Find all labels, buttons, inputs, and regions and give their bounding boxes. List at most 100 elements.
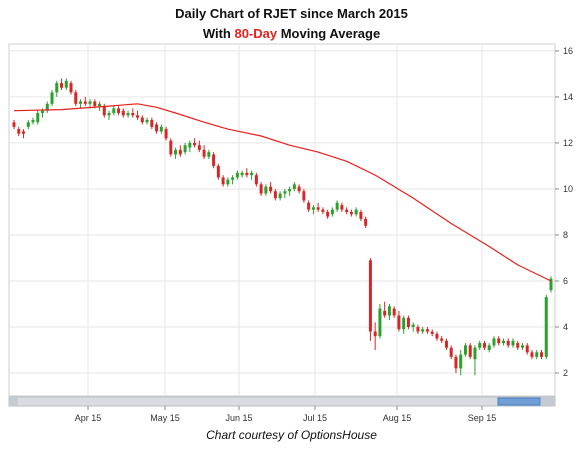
candlestick [216, 163, 220, 180]
scrollbar-right-arrow[interactable] [541, 397, 555, 406]
candle-body [159, 126, 163, 132]
candlestick [297, 184, 301, 194]
candle-body [98, 103, 102, 107]
candlestick [406, 315, 410, 330]
candle-body [516, 343, 520, 348]
candle-body [297, 186, 301, 192]
candle-body [326, 211, 330, 217]
candle-body [88, 101, 92, 104]
candle-body [354, 209, 358, 215]
candle-body [79, 101, 83, 104]
candle-body [349, 211, 353, 215]
candle-body [473, 347, 477, 360]
candle-body [145, 119, 149, 123]
candle-body [335, 202, 339, 210]
candlestick [264, 184, 268, 196]
scrollbar-track[interactable] [8, 396, 556, 407]
chart-title-line-2: With 80-Day Moving Average [0, 24, 583, 44]
scrollbar-left-arrow[interactable] [9, 397, 18, 406]
candle-body [69, 83, 73, 93]
candle-body [64, 80, 68, 88]
candlestick [17, 126, 21, 137]
candle-body [525, 345, 529, 353]
candle-body [397, 315, 401, 330]
candlestick [487, 343, 491, 353]
y-tick-label: 2 [563, 368, 568, 378]
candle-body [169, 140, 173, 155]
candle-body [202, 149, 206, 157]
candlestick [269, 182, 273, 194]
candle-body [435, 333, 439, 339]
candlestick [520, 343, 524, 350]
candle-body [60, 83, 64, 88]
candle-body [17, 129, 21, 134]
candle-body [454, 356, 458, 369]
candle-body [549, 278, 553, 291]
candlestick [288, 186, 292, 196]
candle-body [288, 188, 292, 192]
candlestick [506, 338, 510, 348]
scrollbar-thumb[interactable] [497, 397, 541, 406]
candlestick [478, 340, 482, 350]
y-tick-label: 14 [563, 92, 573, 102]
candle-body [216, 165, 220, 178]
candle-body [231, 177, 235, 180]
candle-body [345, 209, 349, 212]
candle-body [463, 345, 467, 355]
candle-body [140, 117, 144, 123]
x-tick-label: Sep 15 [468, 413, 497, 423]
candle-body [378, 308, 382, 337]
candle-body [364, 218, 368, 226]
candlestick [31, 117, 35, 125]
candle-body [240, 172, 244, 176]
candlestick [392, 306, 396, 318]
candlestick [207, 149, 211, 160]
candlestick [69, 80, 73, 95]
candle-body [368, 260, 372, 332]
candle-body [283, 191, 287, 194]
candle-body [26, 122, 30, 127]
candlestick [155, 122, 159, 134]
y-tick-label: 16 [563, 46, 573, 56]
candlestick [55, 80, 59, 97]
candlestick [283, 188, 287, 199]
candlestick [359, 209, 363, 222]
candle-body [93, 101, 97, 107]
candlestick [463, 343, 467, 357]
candle-body [126, 113, 130, 116]
candle-body [36, 113, 40, 123]
candlestick [511, 338, 515, 348]
candle-body [373, 331, 377, 337]
candle-body [359, 211, 363, 219]
candlestick [183, 142, 187, 155]
candle-body [278, 193, 282, 199]
candle-body [302, 191, 306, 201]
candle-body [178, 149, 182, 155]
candlestick [402, 315, 406, 334]
horizontal-scrollbar[interactable] [8, 396, 556, 407]
candlestick [26, 119, 30, 130]
candlestick [259, 182, 263, 196]
candle-body [340, 205, 344, 210]
x-tick-label: Apr 15 [75, 413, 102, 423]
candle-body [468, 345, 472, 357]
candle-body [511, 340, 515, 346]
candlestick [335, 200, 339, 212]
candlestick [440, 336, 444, 344]
candlestick [302, 188, 306, 203]
candlestick [330, 207, 334, 217]
candlestick [316, 202, 320, 212]
candlestick [292, 182, 296, 192]
candle-body [482, 343, 486, 348]
candle-body [50, 92, 54, 104]
candlestick [112, 106, 116, 116]
candle-body [22, 131, 26, 134]
candlestick [12, 119, 16, 130]
candlestick [164, 126, 168, 141]
candle-body [321, 209, 325, 212]
candle-body [269, 186, 273, 192]
candlestick [83, 96, 87, 107]
candlestick [444, 338, 448, 350]
candle-body [411, 324, 415, 327]
candle-body [273, 191, 277, 199]
